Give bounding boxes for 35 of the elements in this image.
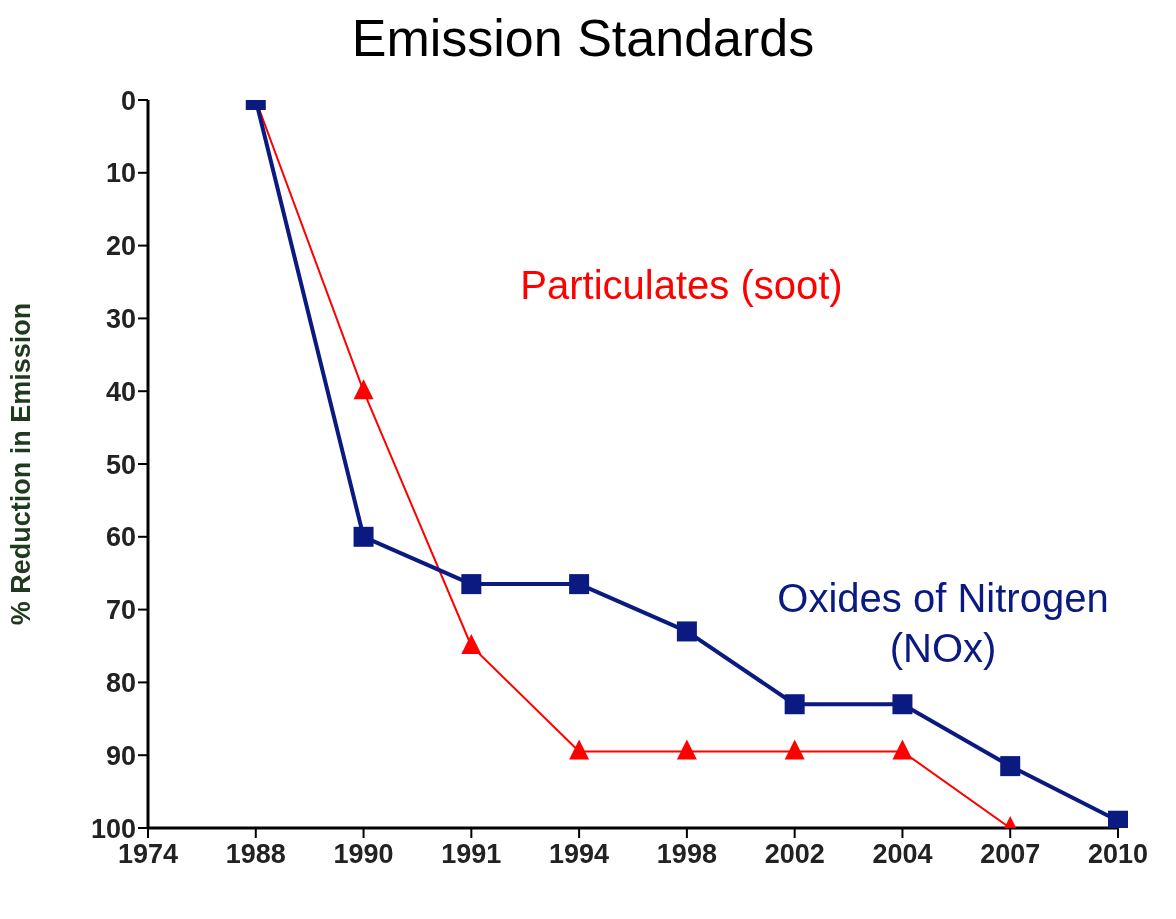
point — [892, 694, 913, 715]
point — [784, 739, 805, 760]
series-label: Oxides of Nitrogen (NOx) — [776, 575, 1110, 673]
x-tick-label: 1998 — [656, 839, 717, 870]
y-tick-label: 70 — [105, 595, 136, 626]
point — [892, 739, 913, 760]
y-tick-label: 60 — [105, 522, 136, 553]
point — [569, 574, 590, 595]
y-axis-title: % Reduction in Emission — [5, 302, 36, 626]
y-tick-label: 50 — [105, 449, 136, 480]
point — [784, 694, 805, 715]
point — [676, 739, 697, 760]
x-tick-label: 1994 — [549, 839, 610, 870]
x-tick-label: 2002 — [764, 839, 825, 870]
point — [353, 526, 374, 547]
y-tick-label: 80 — [105, 667, 136, 698]
point — [461, 574, 482, 595]
y-tick-label: 10 — [105, 158, 136, 189]
text: Particulates (soot) — [519, 262, 844, 310]
y-tick-label: 90 — [105, 740, 136, 771]
x-tick-label: 1991 — [441, 839, 502, 870]
x-tick-label: 1988 — [225, 839, 286, 870]
y-tick-label: 0 — [120, 85, 136, 116]
y-tick-label: 40 — [105, 376, 136, 407]
y-tick-label: 30 — [105, 303, 136, 334]
point — [569, 739, 590, 760]
chart-title: Emission Standards — [350, 8, 816, 68]
point — [676, 621, 697, 642]
x-tick-label: 1990 — [333, 839, 394, 870]
x-tick-label: 2010 — [1087, 839, 1149, 870]
x-tick-label: 2004 — [872, 839, 933, 870]
point — [1108, 810, 1128, 828]
x-tick-label: 2007 — [980, 839, 1041, 870]
y-tick-label: 20 — [105, 231, 136, 262]
point — [461, 634, 482, 654]
